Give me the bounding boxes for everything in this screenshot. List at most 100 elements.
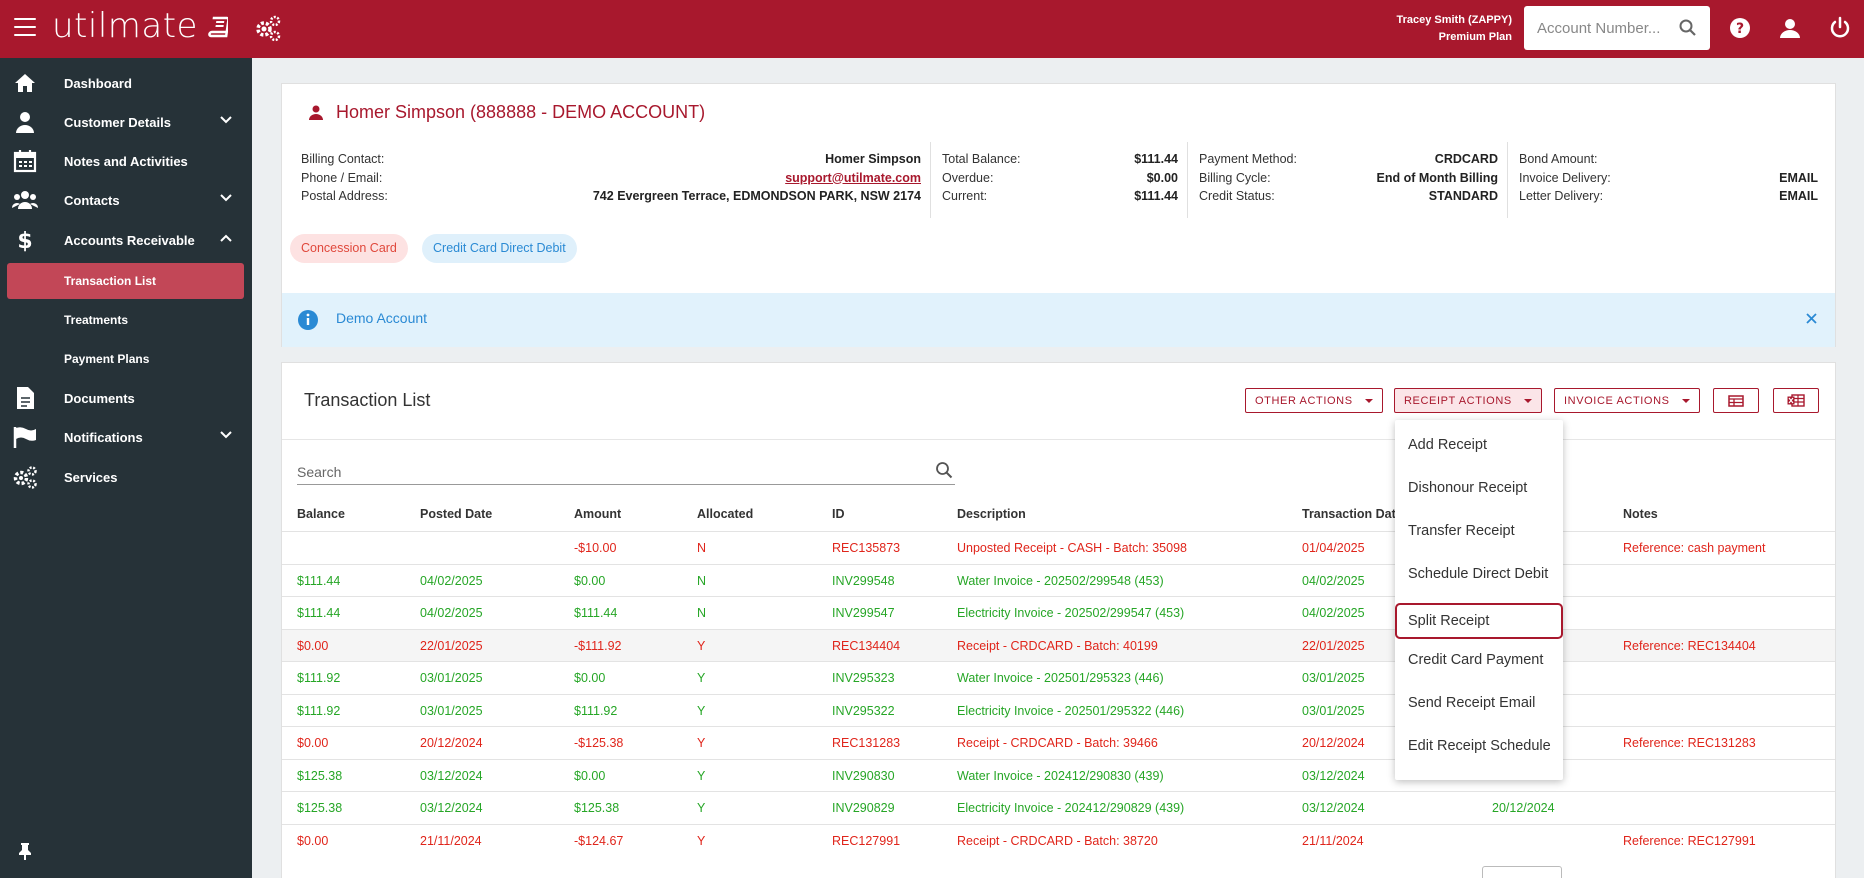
column-header-description[interactable]: Description xyxy=(957,507,1026,521)
table-row[interactable]: $0.00 22/01/2025 -$111.92 Y REC134404 Receipt… xyxy=(282,628,1835,661)
sidebar-item-transaction-list[interactable]: Transaction List xyxy=(7,263,244,299)
logo[interactable]: utilmate xyxy=(52,6,198,46)
chevron-up-icon[interactable] xyxy=(220,234,232,242)
sidebar-item-customer-details[interactable]: Customer Details xyxy=(0,104,252,140)
cell-posted: 22/01/2025 xyxy=(420,638,483,653)
home-icon xyxy=(15,74,35,92)
sidebar-item-label: Accounts Receivable xyxy=(64,232,195,248)
sidebar-item-notifications[interactable]: Notifications xyxy=(0,419,252,455)
transaction-list-card: Transaction List OTHER ACTIONS RECEIPT A… xyxy=(281,362,1836,878)
other-actions-button[interactable]: OTHER ACTIONS xyxy=(1245,388,1383,413)
menu-item-edit-receipt-schedule[interactable]: Edit Receipt Schedule xyxy=(1408,738,1551,754)
account-search-input[interactable] xyxy=(1524,6,1664,50)
column-header-posted-date[interactable]: Posted Date xyxy=(420,507,493,521)
column-header-transaction-date[interactable]: Transaction Date xyxy=(1302,507,1403,521)
direct-debit-badge: Credit Card Direct Debit xyxy=(422,234,577,263)
table-row[interactable]: $111.44 04/02/2025 $111.44 N INV299547 Electr… xyxy=(282,596,1835,629)
cell-allocated: N xyxy=(697,606,707,620)
cell-tx-date: 21/11/2024 xyxy=(1302,833,1364,848)
column-header-allocated[interactable]: Allocated xyxy=(697,507,754,521)
sidebar-item-accounts-receivable[interactable]: $ Accounts Receivable xyxy=(0,222,252,258)
pin-icon[interactable] xyxy=(18,842,32,860)
table-row[interactable]: $125.38 03/12/2024 $125.38 Y INV290829 Electr… xyxy=(282,791,1835,824)
sidebar-item-dashboard[interactable]: Dashboard xyxy=(0,65,252,101)
table-row[interactable]: $0.00 20/12/2024 -$125.38 Y REC131283 Receipt… xyxy=(282,726,1835,759)
chevron-down-icon[interactable] xyxy=(220,116,232,124)
sidebar-item-services[interactable]: Services xyxy=(0,459,252,495)
sidebar-item-notes[interactable]: Notes and Activities xyxy=(0,143,252,179)
sidebar-item-label: Payment Plans xyxy=(64,352,150,366)
help-icon[interactable]: ? xyxy=(1728,16,1752,40)
sidebar-item-label: Notes and Activities xyxy=(64,153,188,169)
caret-down-icon xyxy=(1523,398,1532,403)
cell-tx-date: 04/02/2025 xyxy=(1302,606,1365,620)
cell-description: Water Invoice - 202412/290830 (439) xyxy=(957,768,1164,783)
table-row[interactable]: $111.92 03/01/2025 $0.00 Y INV295323 Water In… xyxy=(282,661,1835,694)
cell-amount: -$111.92 xyxy=(574,638,622,653)
receipt-actions-button[interactable]: RECEIPT ACTIONS xyxy=(1394,388,1542,413)
table-row[interactable]: -$10.00 N REC135873 Unposted Receipt - CASH… xyxy=(282,531,1835,564)
sidebar-item-contacts[interactable]: Contacts xyxy=(0,182,252,218)
book-icon[interactable] xyxy=(206,16,228,40)
info-label: Credit Status: xyxy=(1199,189,1275,203)
cell-notes: Reference: REC131283 xyxy=(1623,736,1756,750)
demo-account-banner: Demo Account xyxy=(282,293,1835,347)
excel-export-button[interactable] xyxy=(1773,388,1819,413)
menu-item-send-receipt-email[interactable]: Send Receipt Email xyxy=(1408,695,1536,711)
menu-item-schedule-direct-debit[interactable]: Schedule Direct Debit xyxy=(1408,566,1549,582)
sidebar-item-documents[interactable]: Documents xyxy=(0,380,252,416)
chevron-down-icon[interactable] xyxy=(220,431,232,439)
caret-down-icon xyxy=(1681,398,1690,403)
cell-balance: $0.00 xyxy=(297,833,329,848)
power-icon[interactable] xyxy=(1828,16,1852,40)
chevron-down-icon[interactable] xyxy=(220,194,232,202)
info-value: $111.44 xyxy=(1134,189,1178,203)
cell-amount: -$125.38 xyxy=(574,736,624,750)
column-header-amount[interactable]: Amount xyxy=(574,507,622,521)
sidebar-item-payment-plans[interactable]: Payment Plans xyxy=(0,341,252,377)
search-icon[interactable] xyxy=(1679,19,1696,36)
table-row[interactable]: $111.44 04/02/2025 $0.00 N INV299548 Water In… xyxy=(282,563,1835,597)
divider xyxy=(930,142,931,218)
table-row[interactable]: $111.92 03/01/2025 $111.92 Y INV295322 Electr… xyxy=(282,693,1835,727)
table-view-button[interactable] xyxy=(1713,388,1759,413)
cell-allocated: N xyxy=(697,541,707,555)
column-header-id[interactable]: ID xyxy=(832,507,845,521)
menu-item-transfer-receipt[interactable]: Transfer Receipt xyxy=(1408,523,1515,539)
column-header-balance[interactable]: Balance xyxy=(297,507,345,521)
menu-item-add-receipt[interactable]: Add Receipt xyxy=(1408,437,1487,453)
info-value: $0.00 xyxy=(1146,170,1178,185)
close-icon[interactable] xyxy=(1806,313,1817,324)
pagination-select[interactable] xyxy=(1482,866,1562,878)
menu-item-dishonour-receipt[interactable]: Dishonour Receipt xyxy=(1408,480,1528,496)
info-icon xyxy=(298,310,318,330)
caret-down-icon xyxy=(1364,398,1373,403)
button-label: INVOICE ACTIONS xyxy=(1564,394,1670,407)
table-row[interactable]: $0.00 21/11/2024 -$124.67 Y REC127991 Receipt… xyxy=(282,823,1835,857)
info-label: Bond Amount: xyxy=(1519,152,1598,166)
user-icon xyxy=(309,105,323,120)
invoice-actions-button[interactable]: INVOICE ACTIONS xyxy=(1554,388,1700,413)
cell-description: Electricity Invoice - 202412/290829 (439… xyxy=(957,801,1185,815)
email-link[interactable]: support@utilmate.com xyxy=(785,170,921,185)
cell-id: INV299547 xyxy=(832,606,895,620)
sidebar-item-label: Services xyxy=(64,469,118,485)
flag-icon xyxy=(13,427,36,448)
cell-id: REC135873 xyxy=(832,541,901,555)
search-icon[interactable] xyxy=(935,461,953,479)
user-profile-icon[interactable] xyxy=(1778,16,1802,40)
menu-icon[interactable] xyxy=(14,18,36,36)
column-header-notes[interactable]: Notes xyxy=(1623,507,1658,521)
cell-balance: $111.92 xyxy=(297,703,341,718)
menu-item-split-receipt[interactable]: Split Receipt xyxy=(1395,603,1563,639)
info-value: 742 Evergreen Terrace, EDMONDSON PARK, N… xyxy=(592,189,921,203)
table-row[interactable]: $125.38 03/12/2024 $0.00 Y INV290830 Water In… xyxy=(282,758,1835,792)
menu-item-credit-card-payment[interactable]: Credit Card Payment xyxy=(1408,652,1544,668)
cogs-icon[interactable] xyxy=(254,14,282,42)
cell-id: INV290830 xyxy=(832,768,895,783)
info-value: End of Month Billing xyxy=(1376,170,1499,185)
account-summary-card: Homer Simpson (888888 - DEMO ACCOUNT) Bi… xyxy=(281,83,1836,347)
sidebar-item-treatments[interactable]: Treatments xyxy=(0,302,252,338)
transaction-search-input[interactable] xyxy=(297,461,897,483)
svg-text:$: $ xyxy=(17,229,32,253)
